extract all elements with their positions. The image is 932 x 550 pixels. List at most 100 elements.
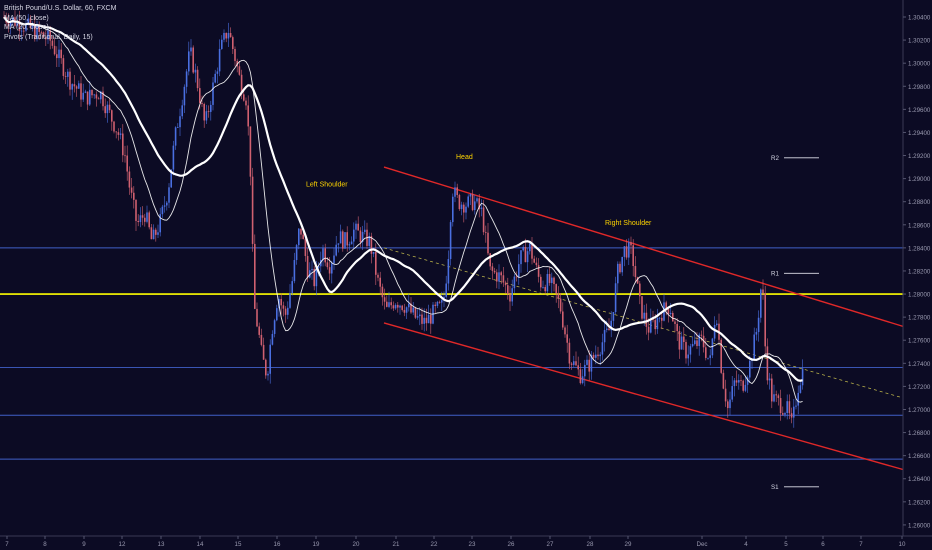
candle-body [449,222,452,260]
candle-body [399,305,401,308]
candle-body [707,357,709,359]
candle-body [610,320,612,331]
candle-body [234,49,236,61]
candle-body [45,37,47,40]
candle-body [645,312,648,327]
candle-body [342,231,344,249]
pattern-annotation: Left Shoulder [306,182,348,189]
legend-symbol[interactable]: British Pound/U.S. Dollar, 60, FXCM [4,5,117,12]
candle-body [515,276,518,278]
candle-body [579,369,582,384]
candle-body [298,228,300,246]
candle-body [491,266,494,271]
candle-body [67,71,69,77]
candle-body [282,305,285,309]
candle-body [210,104,212,112]
candle-body [339,231,342,244]
y-tick-label: 1.29800 [908,84,931,91]
candle-body [548,274,551,283]
candle-body [687,354,689,359]
y-tick-label: 1.27600 [908,338,931,345]
candle-body [64,75,67,77]
candle-body [584,364,586,377]
candle-body [117,132,120,135]
candle-body [157,232,159,235]
candle-body [375,251,377,275]
candle-body [238,66,241,75]
candle-body [328,267,331,274]
pivot-label: R2 [771,155,779,162]
candle-body [216,71,219,74]
x-tick-label: 4 [744,541,748,548]
candle-body [326,262,329,268]
candle-body [713,324,716,339]
candle-body [170,169,172,188]
candle-body [590,354,593,372]
candle-body [557,293,560,299]
candle-body [185,71,188,87]
candle-body [496,272,498,282]
candle-body [782,413,784,415]
candle-body [463,204,465,213]
candle-body [291,281,293,294]
candle-body [632,245,634,267]
y-tick-label: 1.30400 [908,15,931,22]
pattern-annotations: Left Shoulder Head Right Shoulder [306,154,652,227]
candle-body [509,294,511,302]
candle-body [784,413,786,415]
candle-body [795,405,797,407]
candle-body [751,360,753,362]
candle-body [744,384,747,391]
candle-body [139,215,142,223]
candle-body [711,338,714,356]
candle-body [733,380,736,387]
legend-ma20[interactable]: MA (20, close) [4,24,49,31]
candle-body [669,312,672,315]
candle-body [771,378,773,402]
candle-body [551,277,553,283]
candle-body [309,270,311,278]
candle-body [654,320,656,330]
candle-body [531,243,533,259]
candle-body [284,308,287,315]
candle-body [790,413,793,418]
candle-body [386,301,388,307]
candle-body [302,234,304,240]
legend-pivots[interactable]: Pivots (Traditional, Daily, 15) [4,33,93,41]
candle-body [489,253,491,267]
candle-body [137,220,139,223]
candle-body [586,359,588,365]
candle-body [256,308,258,327]
y-tick-label: 1.29600 [908,107,931,114]
candle-body [749,360,751,378]
candle-body [425,317,428,324]
candle-body [768,378,771,381]
candle-body [700,334,703,336]
candle-body [564,327,566,335]
candle-body [12,17,14,22]
candle-body [73,84,76,87]
x-tick-label: 10 [899,541,906,548]
candle-body [317,266,320,269]
candle-body [694,340,696,345]
candle-body [559,298,562,312]
candle-body [797,392,799,406]
candle-body [168,187,170,203]
candle-body [293,260,296,282]
candle-body [742,380,744,391]
candle-body [568,342,571,364]
candle-body [581,376,584,384]
candle-body [361,231,364,243]
candle-body [619,263,621,273]
legend-ma50[interactable]: MA (50, close) [4,14,49,22]
candle-body [9,21,12,27]
candle-body [535,262,538,266]
candle-body [588,359,590,372]
candle-body [27,18,29,24]
y-tick-label: 1.28400 [908,245,931,252]
candle-body [265,359,267,376]
candle-body [511,288,513,302]
candle-body [762,289,764,294]
